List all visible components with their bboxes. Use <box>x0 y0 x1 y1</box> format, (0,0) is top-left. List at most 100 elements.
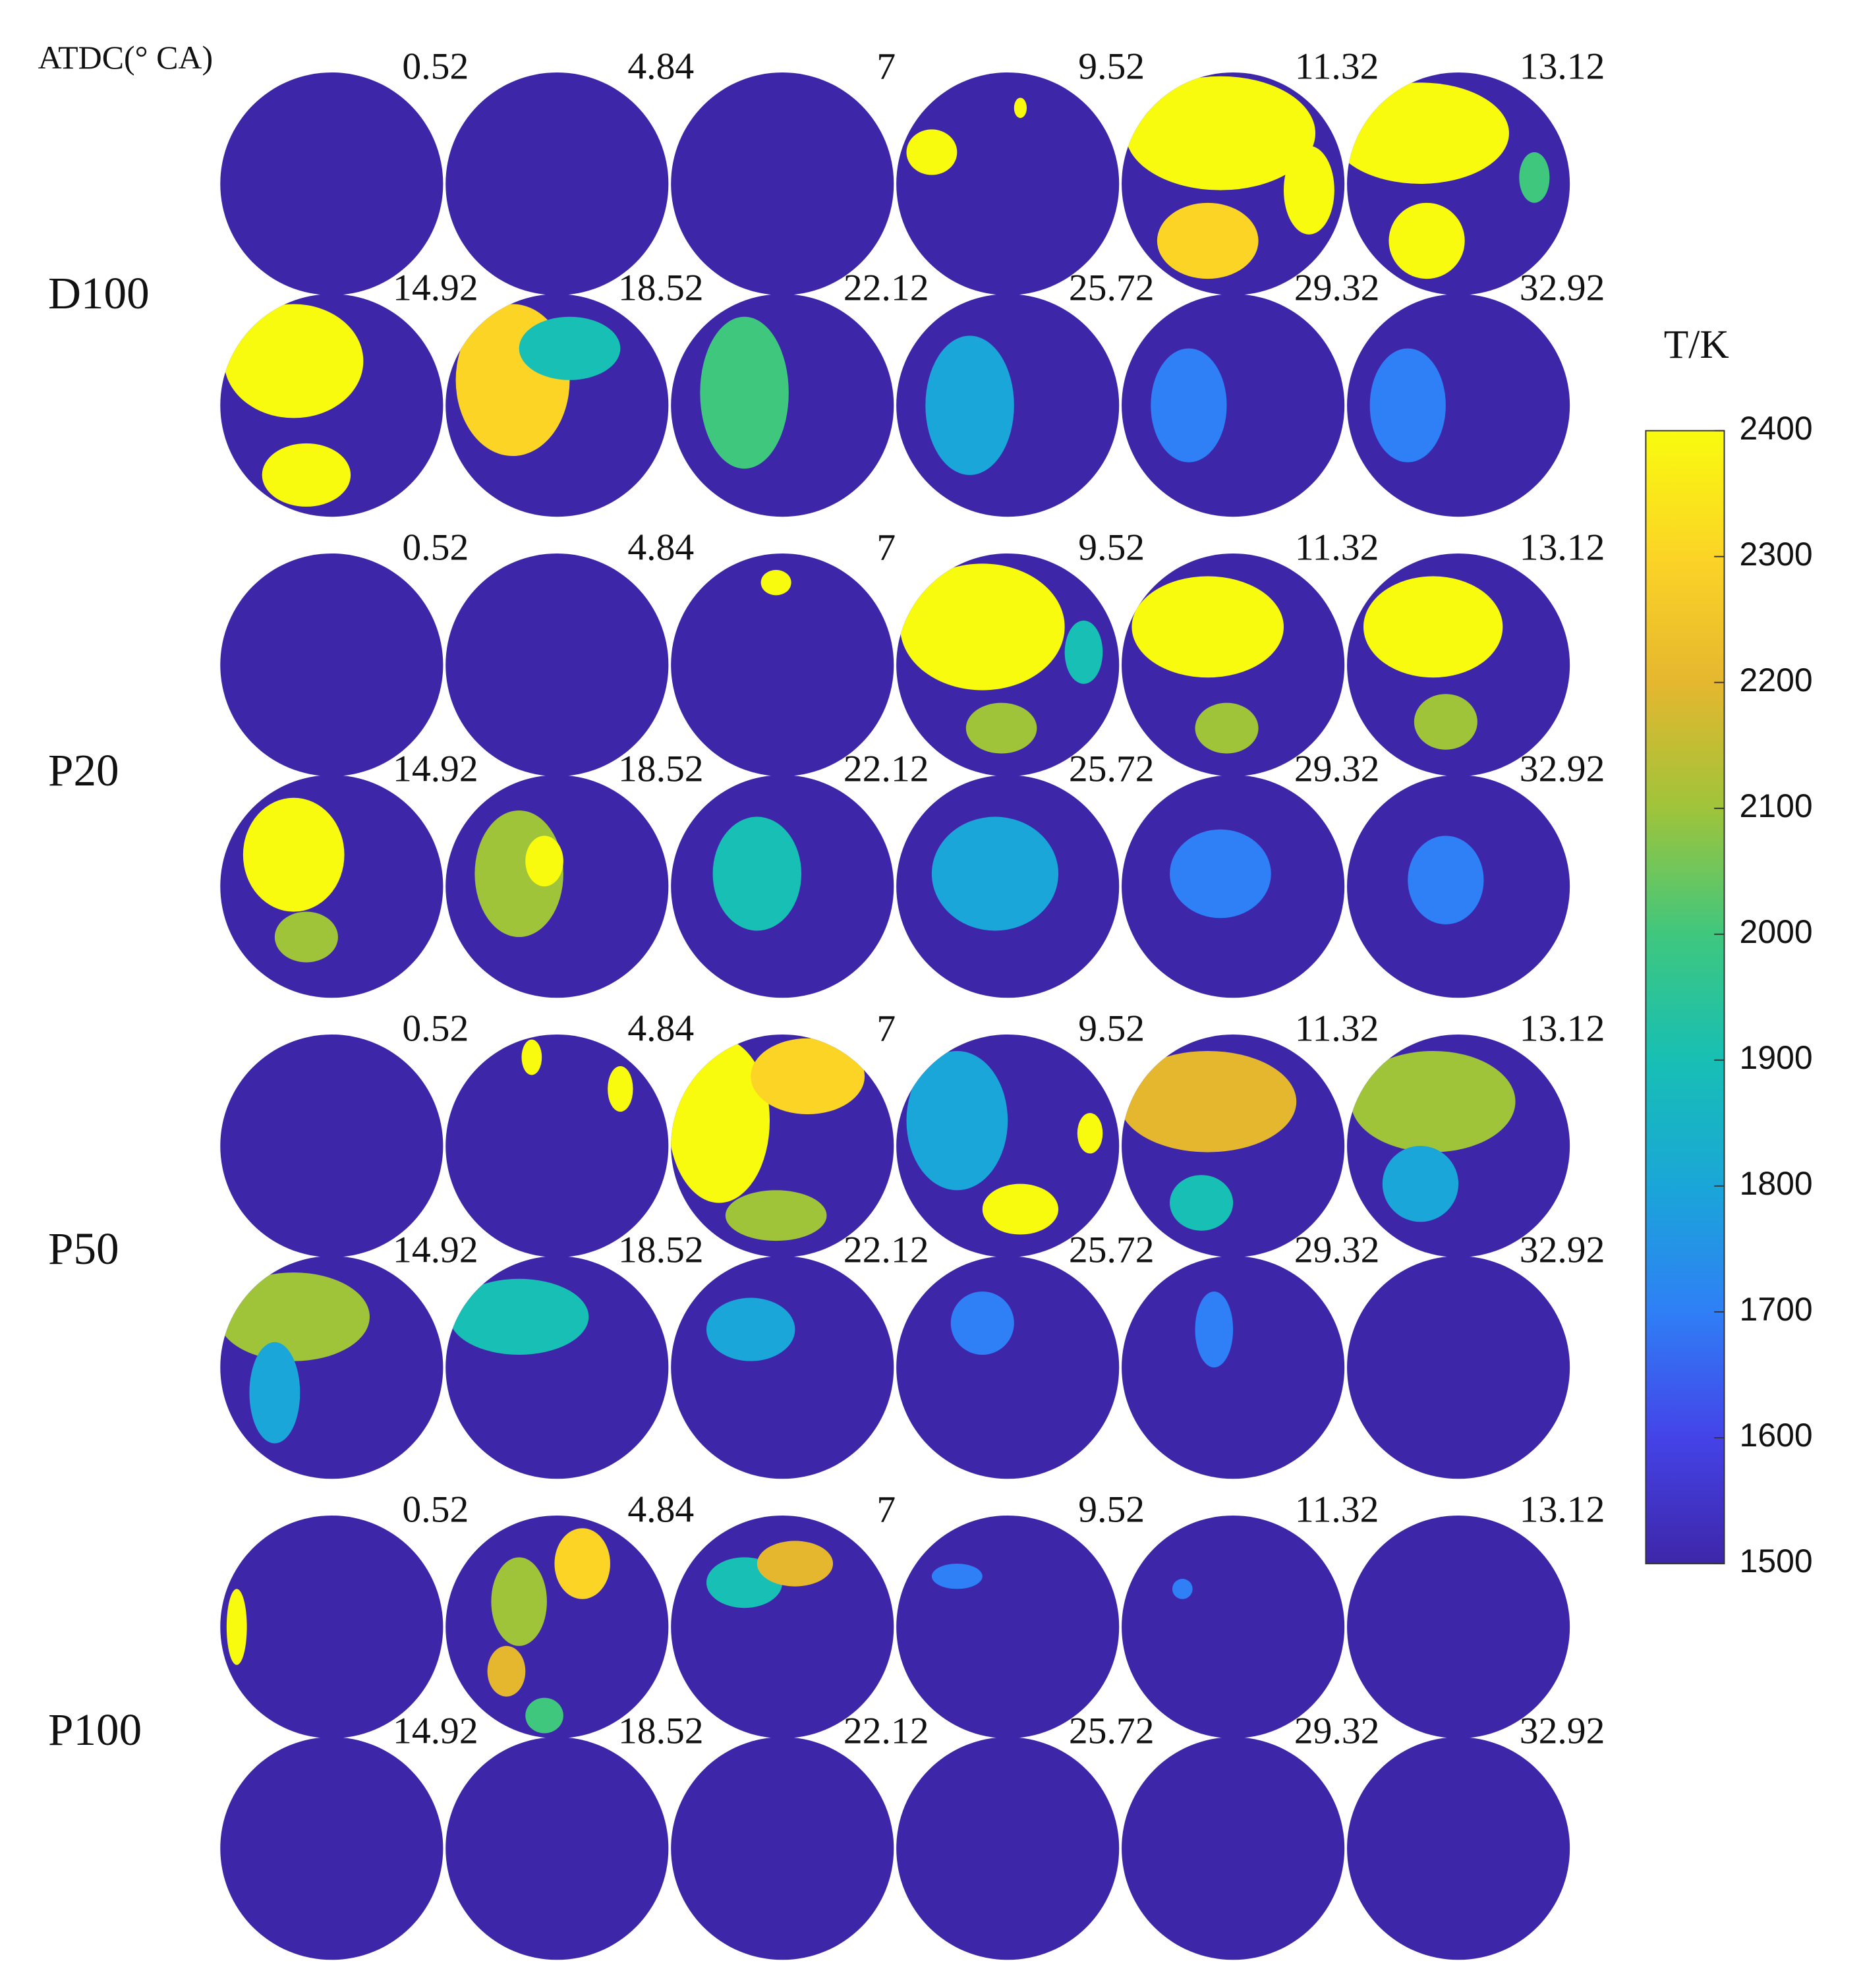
group-label: P20 <box>48 745 119 795</box>
colorbar-label: T/K <box>1664 322 1729 367</box>
hot-region <box>521 1039 542 1075</box>
temperature-panel <box>220 1034 444 1258</box>
hot-region-group <box>700 316 789 469</box>
time-label: 29.32 <box>1294 749 1380 790</box>
temperature-panel <box>445 1737 669 1960</box>
hot-region <box>1519 152 1550 203</box>
colorbar-tick-label: 1500 <box>1740 1543 1813 1579</box>
hot-region <box>1125 76 1316 190</box>
hot-region <box>491 1557 547 1646</box>
hot-region <box>1170 1175 1234 1231</box>
hot-region <box>226 1589 247 1665</box>
hot-region <box>712 816 802 931</box>
group-label: D100 <box>48 268 150 318</box>
hot-region <box>950 1291 1014 1355</box>
time-label: 9.52 <box>1078 45 1145 87</box>
hot-region <box>1122 1050 1297 1152</box>
header: ATDC(° CA) <box>38 39 213 76</box>
colorbar-tick-label: 2300 <box>1740 536 1813 573</box>
time-label: 14.92 <box>393 749 478 790</box>
hot-region <box>757 1541 834 1587</box>
hot-region-group <box>243 797 345 963</box>
time-label: 11.32 <box>1295 1489 1379 1530</box>
hot-region-group <box>220 1272 370 1444</box>
hot-region <box>1369 348 1446 463</box>
hot-region <box>262 443 351 507</box>
time-label: 0.52 <box>402 45 469 87</box>
hot-region <box>1014 98 1027 119</box>
hot-region <box>1283 146 1334 235</box>
hot-region-group <box>487 1528 610 1734</box>
time-label: 13.12 <box>1520 45 1605 87</box>
time-label: 0.52 <box>402 1008 469 1049</box>
temperature-panel <box>896 1737 1120 1960</box>
time-label: 11.32 <box>1295 45 1379 87</box>
time-label: 0.52 <box>402 1489 469 1530</box>
hot-region <box>1195 1291 1234 1368</box>
hot-region <box>760 569 791 596</box>
time-label: 9.52 <box>1078 1008 1145 1049</box>
hot-region <box>1131 576 1284 678</box>
time-label: 18.52 <box>618 1711 704 1752</box>
time-label: 9.52 <box>1078 1489 1145 1530</box>
temperature-panel <box>671 1256 894 1479</box>
time-label: 22.12 <box>844 268 929 309</box>
time-label: 4.84 <box>627 45 694 87</box>
temperature-panel <box>671 553 894 777</box>
temperature-panel <box>1122 1515 1345 1739</box>
temperature-panel <box>671 1737 894 1960</box>
colorbar-tick-label: 1700 <box>1740 1291 1813 1328</box>
hot-region <box>243 797 345 912</box>
hot-region-group <box>226 1589 247 1665</box>
hot-region <box>1389 202 1465 279</box>
colorbar-tick-label: 1900 <box>1740 1039 1813 1076</box>
hot-region-group <box>906 1050 1103 1235</box>
time-label: 9.52 <box>1078 526 1145 568</box>
temperature-panel <box>1347 1256 1570 1479</box>
hot-region <box>1077 1113 1103 1154</box>
time-label: 14.92 <box>393 1711 478 1752</box>
time-label: 7 <box>876 45 896 87</box>
colorbar <box>1645 430 1725 1564</box>
time-label: 7 <box>876 1489 896 1530</box>
time-label: 11.32 <box>1295 526 1379 568</box>
time-label: 7 <box>876 1008 896 1049</box>
time-label: 11.32 <box>1295 1008 1379 1049</box>
time-label: 32.92 <box>1520 1230 1605 1271</box>
time-label: 18.52 <box>618 1230 704 1271</box>
temperature-panel <box>671 72 894 296</box>
hot-region-group <box>1151 348 1227 463</box>
hot-region <box>1408 836 1484 924</box>
hot-region <box>1172 1579 1193 1599</box>
hot-region-group <box>760 569 791 596</box>
temperature-panel <box>1347 1737 1570 1960</box>
time-label: 25.72 <box>1069 1230 1155 1271</box>
hot-region-group <box>931 1563 983 1589</box>
hot-region <box>1414 694 1477 750</box>
temperature-panel <box>896 72 1120 296</box>
hot-region <box>671 1038 770 1203</box>
hot-region <box>1350 1050 1516 1152</box>
hot-region <box>982 1183 1059 1235</box>
hot-region <box>925 335 1014 475</box>
hot-region <box>1382 1146 1459 1222</box>
hot-region-group <box>224 304 364 507</box>
hot-region <box>525 836 563 887</box>
temperature-panel <box>1122 1737 1345 1960</box>
temperature-panel <box>896 1256 1120 1479</box>
hot-region <box>906 129 958 175</box>
hot-region <box>931 816 1059 931</box>
hot-region-group <box>1408 836 1484 924</box>
hot-region-group <box>900 563 1103 754</box>
time-label: 13.12 <box>1520 1489 1605 1530</box>
temperature-panel <box>445 553 669 777</box>
hot-region <box>965 702 1037 754</box>
hot-region-group <box>706 1297 795 1361</box>
colorbar-tick-label: 2200 <box>1740 662 1813 698</box>
hot-region-group <box>1172 1579 1193 1599</box>
time-label: 29.32 <box>1294 1230 1380 1271</box>
hot-region <box>1347 82 1509 185</box>
hot-region-group <box>706 1541 834 1608</box>
hot-region <box>274 911 338 963</box>
